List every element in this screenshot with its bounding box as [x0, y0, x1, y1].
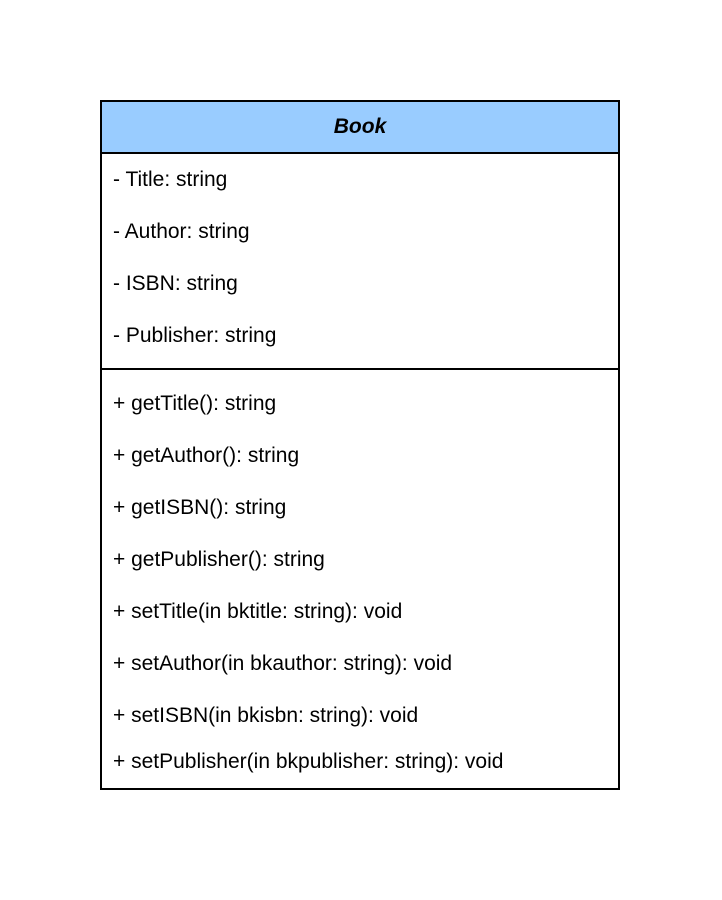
class-name: Book [333, 115, 387, 138]
operation-row: + setPublisher(in bkpublisher: string): … [113, 750, 504, 773]
operation-row: + setTitle(in bktitle: string): void [113, 600, 403, 623]
operation-row: + setAuthor(in bkauthor: string): void [113, 652, 453, 675]
attribute-row: - Publisher: string [113, 324, 277, 347]
operation-row: + setISBN(in bkisbn: string): void [113, 704, 419, 727]
operation-row: + getTitle(): string [113, 392, 277, 415]
attributes-section: - Title: string - Author: string - ISBN:… [102, 154, 618, 370]
operation-row: + getISBN(): string [113, 496, 287, 519]
attribute-row: - Title: string [113, 168, 228, 191]
uml-class-box[interactable]: Book - Title: string - Author: string - … [100, 100, 620, 790]
attribute-row: - ISBN: string [113, 272, 238, 295]
attribute-row: - Author: string [113, 220, 250, 243]
operation-row: + getPublisher(): string [113, 548, 325, 571]
operation-row: + getAuthor(): string [113, 444, 300, 467]
operations-section: + getTitle(): string + getAuthor(): stri… [102, 370, 618, 788]
class-header: Book [102, 102, 618, 154]
